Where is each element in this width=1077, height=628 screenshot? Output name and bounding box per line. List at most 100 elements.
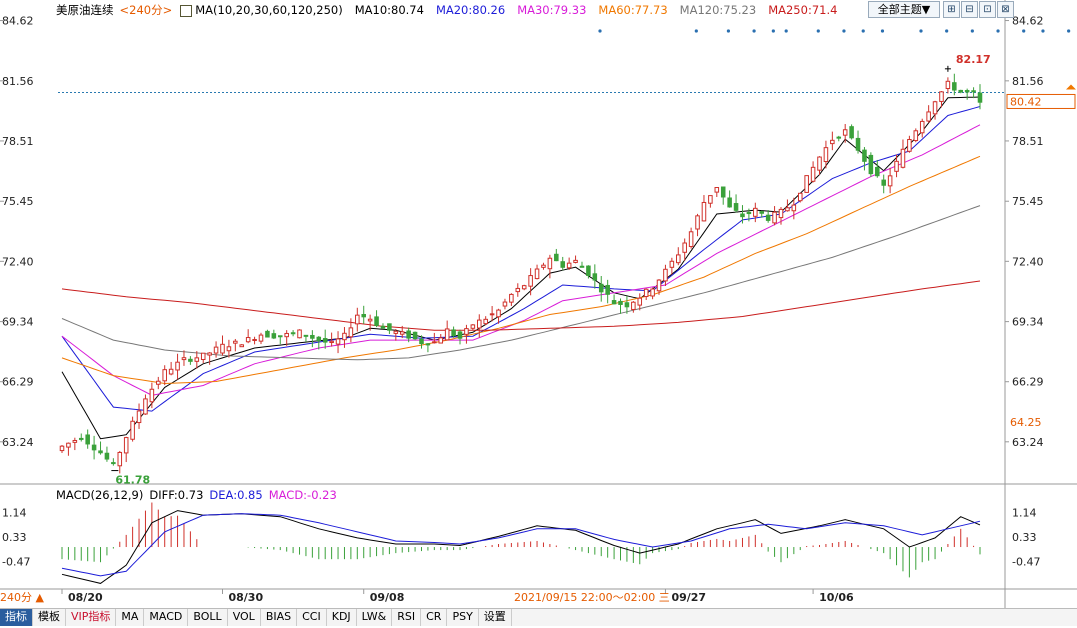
macd-diff: DIFF:0.73 [149,488,204,502]
candle-body [772,211,777,224]
candle-body [91,444,97,451]
candle-body [804,175,809,193]
candle-body [188,358,193,362]
candle-body [785,207,790,212]
price-tick-label: 75.45 [1012,195,1044,208]
ma-values: MA10:80.74 MA20:80.26 MA30:79.33 MA60:77.73… [349,3,844,17]
period-label[interactable]: <240分> [119,3,173,17]
signal-dot [1041,29,1045,33]
ma-line-ma20 [61,106,981,412]
tab-template[interactable]: 模板 [33,609,66,626]
tab-macd[interactable]: MACD [144,609,189,626]
candle-body [98,450,103,454]
candle-body [842,129,848,136]
candle-body [104,452,110,460]
close-icon[interactable]: ⊠ [997,1,1014,18]
signal-dot [970,29,974,33]
tab-boll[interactable]: BOLL [188,609,228,626]
low-label: 61.78 [115,474,150,487]
tab-cr[interactable]: CR [421,609,448,626]
expand-icon[interactable]: ⊡ [979,1,996,18]
zoom-in-icon[interactable]: ⊞ [943,1,960,18]
tab-vol[interactable]: VOL [228,609,261,626]
macd-value: MACD:-0.23 [268,488,337,502]
candle-body [168,368,174,375]
candle-body [926,111,931,122]
macd-tick-label: -0.47 [1012,555,1040,568]
tab-rsi[interactable]: RSI [392,609,422,626]
candle-body [579,265,585,268]
candle-body [554,253,559,262]
ma-value-3: MA60:77.73 [598,3,668,17]
price-tick-label: 69.34 [1012,316,1044,329]
candle-body [631,301,636,310]
candle-body [945,80,951,90]
candle-body [515,287,521,293]
candle-body [849,126,854,139]
macd-legend: MACD(26,12,9) DIFF:0.73 DEA:0.85 MACD:-0… [56,487,343,503]
candle-body [720,186,726,198]
candle-body [919,120,925,134]
candle-body [932,101,938,115]
candle-body [111,462,116,465]
candle-body [78,437,84,440]
ma-legend-icon[interactable] [180,5,193,17]
candle-body [444,328,450,341]
theme-dropdown[interactable]: 全部主题▼ [868,1,940,18]
candle-body [740,213,745,218]
candle-body [753,207,758,217]
zoom-out-icon[interactable]: ⊟ [961,1,978,18]
candle-body [682,242,687,253]
candle-body [509,293,514,303]
price-tick-label-left: 78.51 [2,135,34,148]
candle-body [797,192,803,202]
candle-body [534,268,540,280]
candle-body [663,268,668,282]
candle-body [868,154,874,175]
tab-vip-indicators[interactable]: VIP指标 [66,609,117,626]
candle-body [213,346,219,354]
ma-line-ma60 [61,155,981,385]
candle-body [194,357,200,362]
tab-ma[interactable]: MA [116,609,145,626]
tab-kdj[interactable]: KDJ [327,609,357,626]
candle-body [72,439,78,443]
ma-line-ma120 [61,205,981,361]
candle-body [688,231,694,247]
candle-body [830,139,835,145]
candle-body [656,279,662,292]
candle-body [329,340,334,344]
candle-body [611,300,617,305]
candle-body [676,254,681,264]
candle-body [66,442,71,448]
candle-body [290,332,296,335]
macd-dea: DEA:0.85 [209,488,263,502]
candle-body [464,328,469,335]
candle-body [624,302,630,308]
candle-body [650,288,655,297]
candle-body [708,195,713,204]
tab-lw[interactable]: LW& [357,609,393,626]
period-selector[interactable]: 240分 ▲ [0,591,44,604]
candle-body [451,329,456,337]
ma-legend: 美原油连续 <240分> MA(10,20,30,60,120,250) MA1… [56,2,849,18]
tab-psy[interactable]: PSY [447,609,479,626]
signal-dot [771,29,775,33]
candle-body [547,257,553,270]
candle-body [470,324,476,329]
candle-body [855,137,861,151]
candle-body [618,300,623,305]
candle-body [252,338,257,341]
candle-body [952,82,957,91]
candle-body [277,335,283,338]
tab-cci[interactable]: CCI [297,609,327,626]
candle-body [406,330,411,339]
signal-dot [919,29,923,33]
tab-indicators[interactable]: 指标 [0,609,33,626]
candle-body [200,352,206,361]
candle-body [233,340,238,344]
tab-bias[interactable]: BIAS [261,609,298,626]
macd-params: MACD(26,12,9) [56,488,144,502]
tab-settings[interactable]: 设置 [479,609,512,626]
candle-body [220,343,225,354]
